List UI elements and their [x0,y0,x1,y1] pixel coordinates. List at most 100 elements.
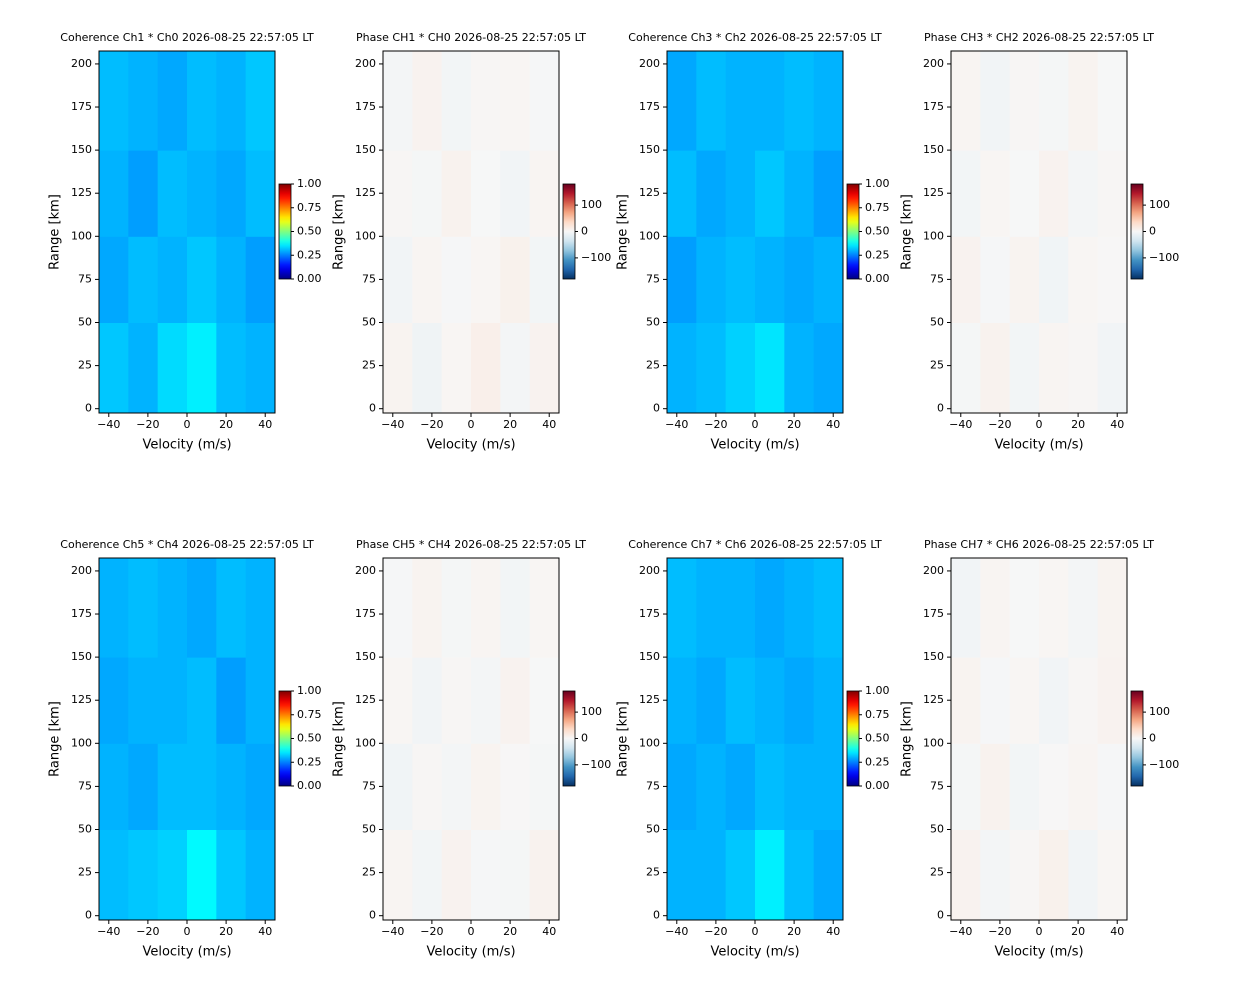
y-tick-label: 75 [930,272,944,285]
heatmap-cell [500,558,531,658]
colorbar-tick-label: 0.75 [865,201,890,214]
x-axis-label: Velocity (m/s) [994,438,1083,453]
heatmap-cell [128,743,159,830]
y-tick-label: 25 [362,866,376,879]
heatmap-cell [667,829,697,921]
chart-title: Phase CH7 * CH6 2026-08-25 22:57:05 LT [924,538,1154,551]
colorbar-tick-label: −100 [1149,758,1179,771]
colorbar-tick-label: 0.00 [297,779,322,792]
y-tick-label: 75 [646,272,660,285]
heatmap-cell [1009,829,1040,921]
x-tick-label: −40 [381,418,404,431]
heatmap-cell [157,558,188,658]
heatmap-cell [383,322,413,414]
x-tick-label: −20 [136,925,159,938]
heatmap-cell [725,236,756,323]
heatmap-cell [1039,657,1069,744]
heatmap-cell [245,657,276,744]
heatmap-cell [187,51,217,151]
heatmap-cell [1039,322,1069,414]
y-tick-label: 75 [930,779,944,792]
heatmap-cell [157,829,188,921]
y-tick-label: 150 [923,143,944,156]
x-tick-label: 0 [1036,418,1043,431]
heatmap-cell [1097,829,1128,921]
y-tick-label: 200 [923,564,944,577]
x-axis-label: Velocity (m/s) [710,438,799,453]
heatmap-cell [784,51,815,151]
heatmap-cell [412,150,443,237]
x-tick-label: 40 [542,418,556,431]
heatmap-cell [784,322,815,414]
colorbar-tick-label: 100 [1149,705,1170,718]
y-tick-label: 75 [362,779,376,792]
y-tick-label: 25 [78,359,92,372]
heatmap-cell [529,743,560,830]
x-tick-label: −20 [988,925,1011,938]
heatmap-cell [755,829,785,921]
x-tick-label: 20 [787,925,801,938]
heatmap-cell [784,236,815,323]
y-axis-label: Range [km] [48,701,63,777]
heatmap-cell [245,322,276,414]
x-tick-label: 20 [503,418,517,431]
colorbar-tick-label: 0.50 [297,225,322,238]
heatmap-cell [784,150,815,237]
y-axis-label: Range [km] [900,701,915,777]
y-tick-label: 25 [930,866,944,879]
heatmap-cell [667,51,697,151]
heatmap-cell [667,558,697,658]
heatmap-cell [383,743,413,830]
y-tick-label: 150 [71,143,92,156]
heatmap-cell [1068,322,1099,414]
y-tick-label: 175 [71,607,92,620]
heatmap-cell [951,51,981,151]
heatmap-cell [951,558,981,658]
colorbar [278,183,292,280]
x-tick-label: 0 [184,925,191,938]
heatmap-cell [755,150,785,237]
heatmap-cell [1068,51,1099,151]
colorbar [278,690,292,787]
heatmap-cell [1039,558,1069,658]
heatmap-cell [529,236,560,323]
heatmap-cell [1039,51,1069,151]
heatmap-cell [667,236,697,323]
heatmap-cell [216,558,247,658]
heatmap-cell [157,657,188,744]
heatmap-cell [1068,743,1099,830]
y-tick-label: 0 [937,402,944,415]
heatmap-cell [441,743,472,830]
y-tick-label: 150 [355,650,376,663]
heatmap-cell [441,236,472,323]
y-tick-label: 125 [355,693,376,706]
heatmap-cell [412,322,443,414]
heatmap-cell [187,657,217,744]
y-tick-label: 175 [355,100,376,113]
y-tick-label: 100 [923,229,944,242]
colorbar-tick-label: 0.25 [865,755,890,768]
heatmap-cell [99,743,129,830]
y-tick-label: 0 [937,909,944,922]
heatmap-cell [383,657,413,744]
colorbar-tick-label: 0.00 [865,779,890,792]
x-axis-label: Velocity (m/s) [426,438,515,453]
heatmap-cell [383,236,413,323]
heatmap-cell [412,657,443,744]
heatmap-cell [529,150,560,237]
x-tick-label: 0 [1036,925,1043,938]
colorbar-tick-label: 1.00 [297,177,322,190]
colorbar-tick-label: 0.25 [297,248,322,261]
colorbar-tick-label: 0.00 [865,272,890,285]
x-tick-label: −40 [949,925,972,938]
heatmap-cell [99,657,129,744]
heatmap-cell [784,743,815,830]
heatmap-cell [128,657,159,744]
heatmap-cell [471,657,501,744]
x-tick-label: 0 [184,418,191,431]
y-tick-label: 200 [71,564,92,577]
heatmap-cell [755,657,785,744]
colorbar [1130,183,1144,280]
heatmap-cell [813,236,844,323]
colorbar-tick-label: 100 [1149,198,1170,211]
